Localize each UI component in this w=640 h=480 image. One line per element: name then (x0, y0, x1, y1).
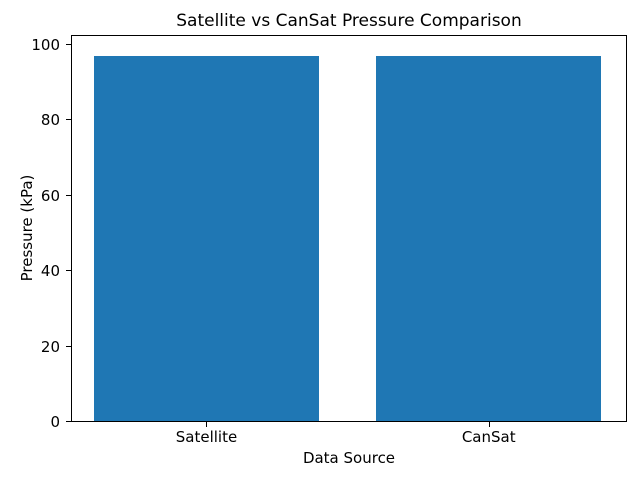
y-tick-label: 60 (40, 186, 60, 205)
y-tick-label: 20 (40, 337, 60, 356)
y-tick-mark (66, 270, 71, 272)
y-tick-label: 100 (31, 35, 60, 54)
x-tick-mark (488, 422, 490, 427)
bar-cansat (375, 55, 601, 421)
y-tick-label: 80 (40, 111, 60, 130)
plot-area (71, 35, 627, 422)
x-axis-label: Data Source (302, 449, 396, 467)
x-tick-label: Satellite (175, 428, 238, 446)
y-tick-mark (66, 43, 71, 45)
bar-satellite (94, 55, 320, 421)
y-tick-mark (66, 421, 71, 422)
x-tick-mark (206, 422, 208, 427)
y-tick-label: 40 (40, 262, 60, 281)
x-tick-label: CanSat (461, 428, 516, 446)
y-tick-mark (66, 119, 71, 121)
y-tick-mark (66, 194, 71, 196)
y-axis-label: Pressure (kPa) (18, 174, 36, 282)
y-tick-label: 0 (50, 413, 60, 431)
y-tick-mark (66, 345, 71, 347)
chart-title: Satellite vs CanSat Pressure Comparison (176, 11, 522, 31)
